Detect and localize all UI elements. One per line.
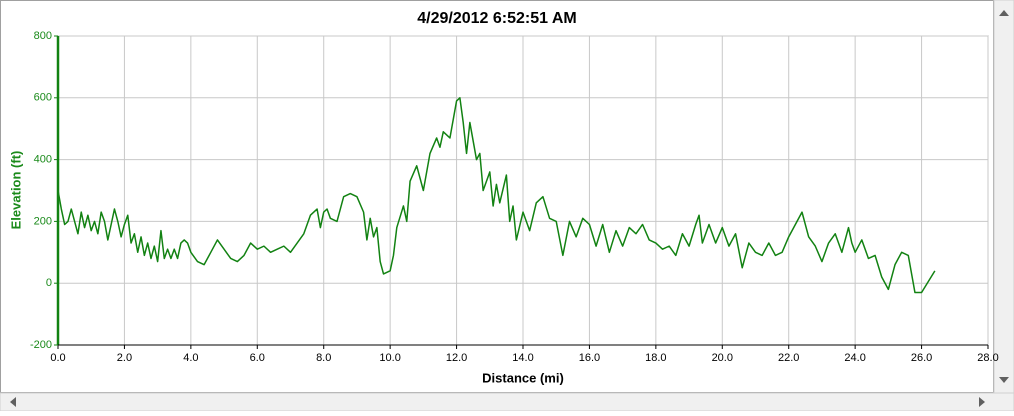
x-axis-label: Distance (mi) bbox=[482, 370, 564, 385]
scroll-left-arrow[interactable] bbox=[10, 397, 16, 407]
x-tick-label: 18.0 bbox=[645, 352, 666, 364]
x-tick-label: 14.0 bbox=[512, 352, 533, 364]
x-tick-label: 6.0 bbox=[250, 352, 265, 364]
y-tick-label: 400 bbox=[34, 154, 52, 166]
x-tick-label: 26.0 bbox=[911, 352, 932, 364]
x-tick-label: 2.0 bbox=[117, 352, 132, 364]
y-tick-label: 0 bbox=[46, 277, 52, 289]
scroll-up-arrow[interactable] bbox=[999, 10, 1009, 16]
chart-title: 4/29/2012 6:52:51 AM bbox=[417, 10, 577, 27]
x-tick-label: 22.0 bbox=[778, 352, 799, 364]
x-tick-label: 8.0 bbox=[316, 352, 331, 364]
x-tick-label: 12.0 bbox=[446, 352, 467, 364]
y-tick-label: 600 bbox=[34, 92, 52, 104]
x-tick-label: 10.0 bbox=[379, 352, 400, 364]
vertical-scrollbar[interactable] bbox=[993, 0, 1014, 394]
y-tick-label: 800 bbox=[34, 30, 52, 42]
x-tick-label: 4.0 bbox=[183, 352, 198, 364]
y-tick-label: 200 bbox=[34, 215, 52, 227]
horizontal-scrollbar[interactable] bbox=[0, 392, 1014, 412]
y-axis-label: Elevation (ft) bbox=[8, 151, 23, 230]
scroll-down-arrow[interactable] bbox=[999, 377, 1009, 383]
x-tick-label: 0.0 bbox=[50, 352, 65, 364]
y-tick-label: -200 bbox=[30, 339, 52, 351]
x-tick-label: 24.0 bbox=[844, 352, 865, 364]
scroll-right-arrow[interactable] bbox=[979, 397, 985, 407]
x-tick-label: 20.0 bbox=[712, 352, 733, 364]
x-tick-label: 16.0 bbox=[579, 352, 600, 364]
x-tick-label: 28.0 bbox=[977, 352, 998, 364]
elevation-line bbox=[57, 97, 936, 294]
